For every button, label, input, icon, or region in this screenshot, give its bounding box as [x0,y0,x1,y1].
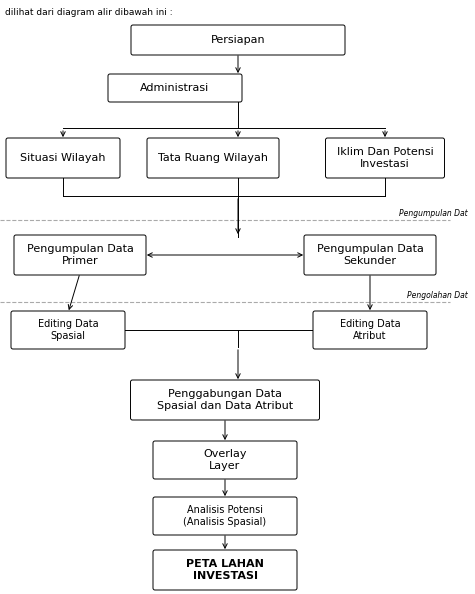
Text: Situasi Wilayah: Situasi Wilayah [20,153,106,163]
Text: Tata Ruang Wilayah: Tata Ruang Wilayah [158,153,268,163]
Text: Editing Data
Spasial: Editing Data Spasial [38,319,98,341]
Text: Penggabungan Data
Spasial dan Data Atribut: Penggabungan Data Spasial dan Data Atrib… [157,389,293,411]
FancyBboxPatch shape [304,235,436,275]
Text: Pengumpulan Data
Sekunder: Pengumpulan Data Sekunder [316,244,423,266]
Text: PETA LAHAN
INVESTASI: PETA LAHAN INVESTASI [186,559,264,581]
Text: Persiapan: Persiapan [211,35,266,45]
FancyBboxPatch shape [153,441,297,479]
FancyBboxPatch shape [108,74,242,102]
Text: Pengumpulan Dat: Pengumpulan Dat [399,208,468,217]
FancyBboxPatch shape [325,138,445,178]
FancyBboxPatch shape [11,311,125,349]
Text: Pengolahan Dat: Pengolahan Dat [407,290,468,299]
FancyBboxPatch shape [313,311,427,349]
FancyBboxPatch shape [6,138,120,178]
FancyBboxPatch shape [147,138,279,178]
FancyBboxPatch shape [14,235,146,275]
FancyBboxPatch shape [153,550,297,590]
Text: Overlay
Layer: Overlay Layer [203,449,247,471]
Text: Administrasi: Administrasi [141,83,209,93]
FancyBboxPatch shape [153,497,297,535]
FancyBboxPatch shape [131,380,320,420]
Text: Iklim Dan Potensi
Investasi: Iklim Dan Potensi Investasi [337,147,433,169]
Text: Analisis Potensi
(Analisis Spasial): Analisis Potensi (Analisis Spasial) [183,505,266,527]
FancyBboxPatch shape [131,25,345,55]
Text: Pengumpulan Data
Primer: Pengumpulan Data Primer [27,244,133,266]
Text: dilihat dari diagram alir dibawah ini :: dilihat dari diagram alir dibawah ini : [5,8,172,17]
Text: Editing Data
Atribut: Editing Data Atribut [340,319,400,341]
